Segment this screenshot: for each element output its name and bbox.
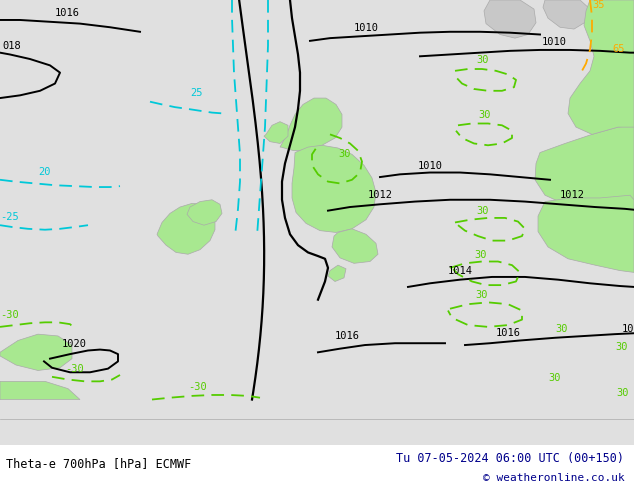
Polygon shape [543,0,590,29]
Text: 1016: 1016 [335,331,360,342]
Text: 65: 65 [612,44,624,53]
Polygon shape [328,265,346,281]
Text: © weatheronline.co.uk: © weatheronline.co.uk [482,473,624,483]
Text: 1012: 1012 [560,190,585,200]
Text: 30: 30 [548,373,560,383]
Text: 1020: 1020 [62,339,87,349]
Text: Theta-e 700hPa [hPa] ECMWF: Theta-e 700hPa [hPa] ECMWF [6,458,191,470]
Text: 30: 30 [475,290,488,300]
Polygon shape [157,203,215,254]
Polygon shape [187,200,222,225]
Polygon shape [0,381,80,399]
Polygon shape [535,125,634,207]
Text: 1010: 1010 [354,23,379,33]
Text: -30: -30 [188,382,207,392]
Text: 30: 30 [338,149,351,159]
Text: 1016: 1016 [55,8,80,18]
Text: 30: 30 [476,206,489,216]
Text: Tu 07-05-2024 06:00 UTC (00+150): Tu 07-05-2024 06:00 UTC (00+150) [396,452,624,465]
Text: 35: 35 [592,0,604,10]
Text: 30: 30 [474,250,486,260]
Text: 1010: 1010 [418,161,443,171]
Text: -30: -30 [0,310,19,319]
Text: 1010: 1010 [542,37,567,47]
Polygon shape [0,334,72,370]
Text: -25: -25 [0,212,19,221]
Polygon shape [484,0,536,38]
Text: 30: 30 [478,110,491,120]
Polygon shape [292,145,376,232]
Polygon shape [332,229,378,263]
Text: 30: 30 [476,55,489,65]
Polygon shape [538,195,634,272]
Text: 1012: 1012 [368,190,393,200]
Text: 30: 30 [615,343,628,352]
Text: 25: 25 [190,88,202,98]
Text: 1016: 1016 [496,328,521,338]
Text: 1014: 1014 [448,266,473,276]
Text: 30: 30 [616,388,628,398]
Text: 018: 018 [2,41,21,51]
Text: 101: 101 [622,324,634,334]
Polygon shape [595,0,634,62]
Polygon shape [264,122,288,144]
Text: 20: 20 [38,167,51,177]
Polygon shape [568,0,634,134]
Text: 30: 30 [555,324,567,334]
Text: -30: -30 [65,364,84,374]
Polygon shape [280,98,342,151]
